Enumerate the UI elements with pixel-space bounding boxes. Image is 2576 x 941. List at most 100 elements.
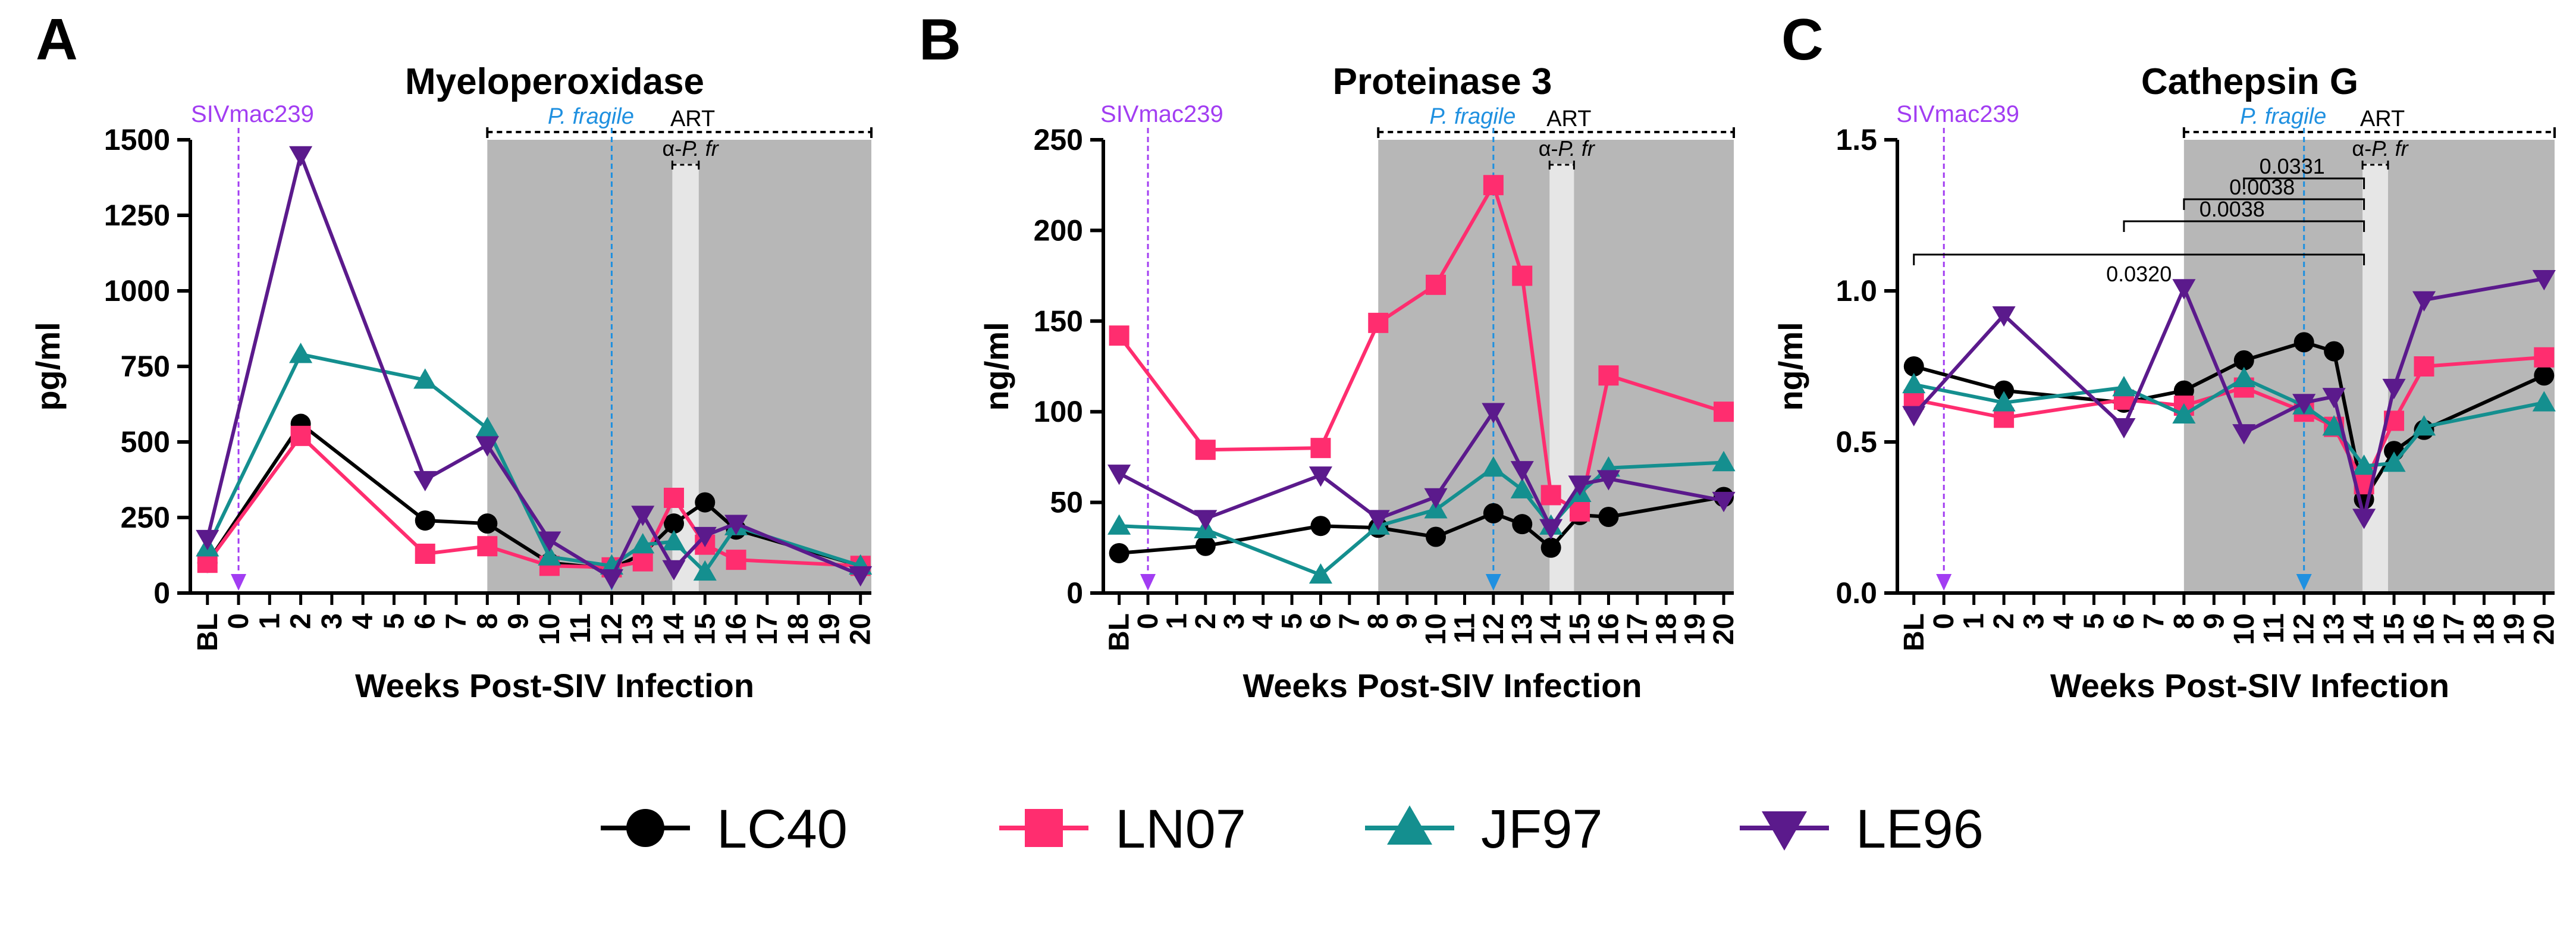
data-point (1994, 380, 2015, 401)
x-tick-label: BL (192, 613, 224, 651)
legend-item-le96: LE96 (1740, 799, 1984, 860)
x-axis-label: Weeks Post-SIV Infection (1242, 667, 1642, 704)
data-point (1310, 438, 1331, 459)
data-point (1482, 403, 1505, 424)
y-tick-label: 0.5 (1835, 425, 1877, 459)
x-tick-label: 0 (1928, 613, 1960, 629)
x-tick-label: 13 (1507, 613, 1538, 645)
data-point (724, 515, 748, 535)
x-tick-label: 0 (223, 613, 255, 629)
data-point (2292, 394, 2316, 415)
data-point (2172, 403, 2196, 424)
y-tick-label: 0 (1066, 576, 1083, 610)
art-band (2362, 164, 2388, 593)
x-tick-label: 20 (2528, 613, 2560, 645)
x-tick-label: 10 (2229, 613, 2260, 645)
data-point (2352, 509, 2376, 529)
art-label: ART (670, 106, 715, 131)
data-point (664, 487, 685, 508)
legend-label: LN07 (1115, 799, 1246, 860)
x-tick-label: 4 (1248, 613, 1279, 629)
data-point (289, 146, 313, 167)
data-point (2172, 279, 2196, 300)
y-tick-label: 200 (1034, 214, 1083, 247)
y-tick-label: 1.5 (1835, 123, 1877, 156)
apfr-label: α-P. fr (2352, 136, 2409, 161)
data-point (631, 506, 655, 526)
x-tick-label: 16 (1593, 613, 1624, 645)
data-point (2322, 388, 2346, 409)
x-tick-label: 19 (2499, 613, 2530, 645)
data-point (2382, 451, 2406, 472)
data-point (1712, 491, 1736, 513)
data-point (475, 436, 499, 457)
data-point (415, 543, 435, 564)
data-point (290, 425, 311, 446)
data-point (1598, 365, 1619, 386)
data-point (1424, 488, 1448, 509)
data-point (693, 526, 717, 548)
legend-marker (626, 809, 664, 847)
legend: LC40 LN07 JF97 LE96 (601, 799, 1984, 860)
data-point (538, 545, 561, 566)
x-tick-label: 18 (2468, 613, 2500, 645)
x-tick-label: 19 (1680, 613, 1711, 645)
data-point (2534, 365, 2555, 386)
panel-A: A Myeloperoxidase ART α-P. fr SIVmac239 P. fr… (29, 7, 877, 704)
data-point (1368, 312, 1389, 333)
x-tick-label: 12 (2289, 613, 2320, 645)
data-point (1194, 510, 1218, 531)
data-point (289, 343, 313, 363)
chart-title: Proteinase 3 (1333, 61, 1552, 102)
apfr-prefix: α- (1539, 136, 1558, 161)
data-point (1482, 456, 1505, 477)
legend-item-jf97: JF97 (1365, 799, 1603, 860)
significance-bracket (1913, 253, 2365, 265)
y-tick-label: 1250 (104, 199, 170, 232)
data-point (1107, 514, 1131, 535)
siv-label: SIVmac239 (191, 101, 314, 127)
y-tick-label: 1500 (104, 123, 170, 156)
data-point (2414, 356, 2434, 377)
x-tick-label: 2 (1190, 613, 1222, 629)
x-tick-label: 3 (316, 613, 348, 629)
data-point (632, 551, 653, 572)
significance-bracket (2183, 198, 2365, 210)
legend-marker (1762, 811, 1807, 851)
legend-item-lc40: LC40 (601, 799, 848, 860)
siv-label: SIVmac239 (1100, 101, 1223, 127)
y-tick-label: 500 (121, 425, 170, 459)
x-tick-label: 17 (1622, 613, 1653, 645)
x-tick-label: 2 (285, 613, 317, 629)
data-point (1570, 501, 1590, 522)
x-tick-label: 12 (1478, 613, 1510, 645)
data-point (849, 566, 873, 587)
data-point (2233, 350, 2254, 371)
bracket-label: 0.0038 (2229, 175, 2295, 199)
apfr-label: α-P. fr (663, 136, 720, 161)
data-point (1512, 265, 1533, 286)
y-tick-label: 750 (121, 350, 170, 383)
x-tick-label: 5 (1276, 613, 1308, 629)
x-tick-label: 16 (721, 613, 752, 645)
data-point (2322, 415, 2346, 436)
x-tick-label: 13 (2318, 613, 2350, 645)
data-point (2324, 341, 2345, 362)
data-point (1903, 356, 1924, 377)
x-tick-label: 5 (378, 613, 410, 629)
significance-bracket (2243, 177, 2365, 189)
x-tick-label: 18 (1651, 613, 1682, 645)
data-point (1902, 372, 1926, 394)
data-point (2352, 454, 2376, 475)
apfr-prefix: α- (663, 136, 682, 161)
data-point (477, 513, 498, 534)
x-tick-label: 6 (2109, 613, 2140, 629)
x-tick-label: 18 (783, 613, 814, 645)
data-point (1483, 503, 1504, 523)
data-point (1902, 406, 1926, 426)
x-tick-label: BL (1899, 613, 1930, 651)
legend-item-ln07: LN07 (999, 799, 1246, 860)
legend-marker (1387, 805, 1432, 845)
significance-bracket (2123, 220, 2365, 232)
